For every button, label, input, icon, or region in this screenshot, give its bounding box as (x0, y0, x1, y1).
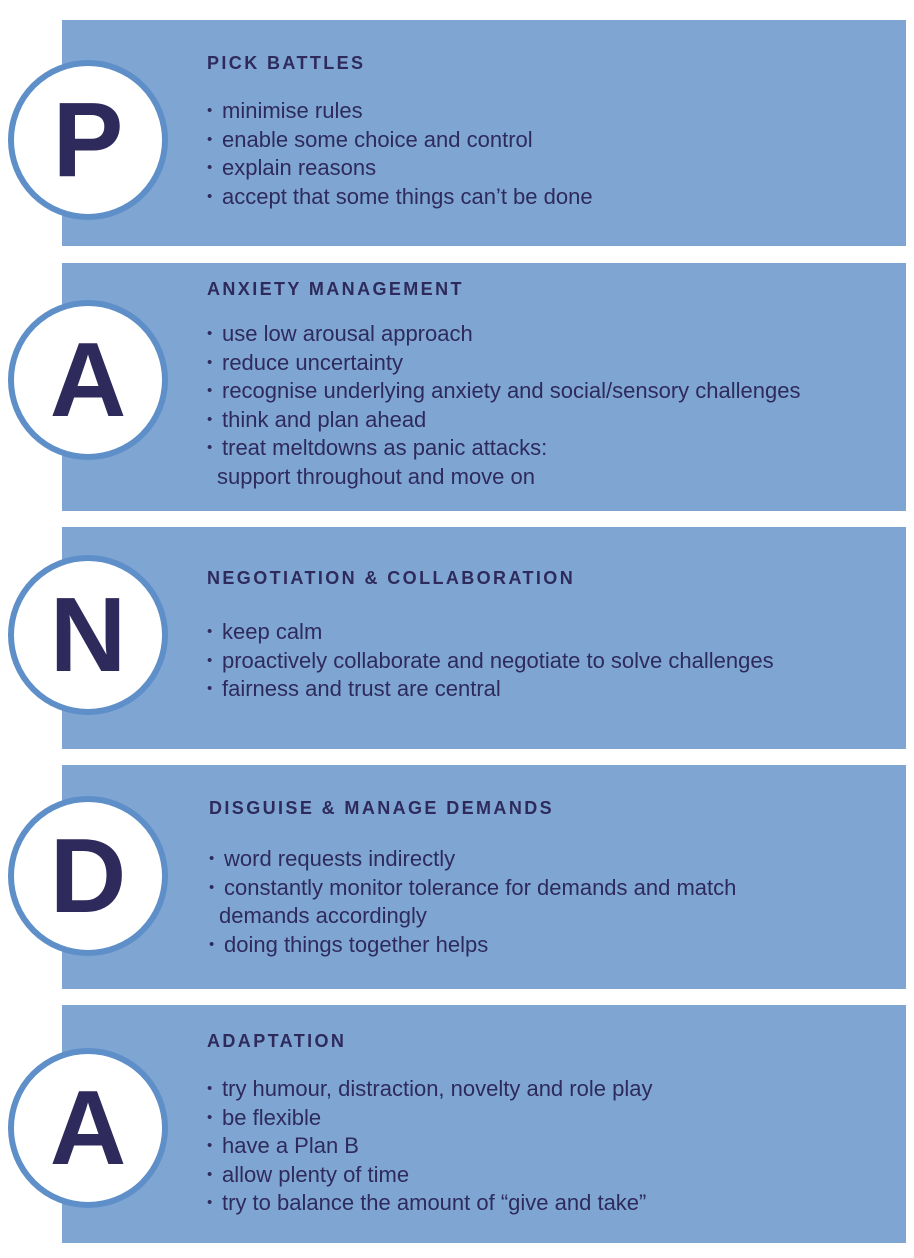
section-title: PICK BATTLES (207, 53, 366, 73)
list-item: fairness and trust are central (207, 675, 774, 704)
bullet-list: use low arousal approach reduce uncertai… (207, 320, 800, 491)
badge-letter: P (52, 81, 124, 199)
section-title: ADAPTATION (207, 1031, 347, 1051)
list-item: accept that some things can’t be done (207, 183, 593, 212)
section-title: NEGOTIATION & COLLABORATION (207, 568, 576, 588)
list-item: be flexible (207, 1104, 652, 1133)
list-item: use low arousal approach (207, 320, 800, 349)
list-item: minimise rules (207, 97, 593, 126)
list-item: word requests indirectly (209, 845, 736, 874)
list-item: recognise underlying anxiety and social/… (207, 377, 800, 406)
list-item: constantly monitor tolerance for demands… (209, 874, 736, 903)
section-title: ANXIETY MANAGEMENT (207, 279, 464, 299)
list-item: allow plenty of time (207, 1161, 652, 1190)
bullet-list: word requests indirectly constantly moni… (209, 845, 736, 959)
list-item: enable some choice and control (207, 126, 593, 155)
letter-badge-n: N (8, 555, 168, 715)
list-item: keep calm (207, 618, 774, 647)
badge-letter: A (49, 1069, 127, 1187)
list-item: treat meltdowns as panic attacks: (207, 434, 800, 463)
list-item: think and plan ahead (207, 406, 800, 435)
list-item: proactively collaborate and negotiate to… (207, 647, 774, 676)
bullet-list: minimise rules enable some choice and co… (207, 97, 593, 211)
letter-badge-a: A (8, 1048, 168, 1208)
list-item-continuation: support throughout and move on (217, 463, 536, 489)
list-item-continuation: demands accordingly (219, 903, 427, 928)
list-item: try humour, distraction, novelty and rol… (207, 1075, 652, 1104)
badge-letter: N (49, 576, 127, 694)
section-title: DISGUISE & MANAGE DEMANDS (209, 798, 555, 818)
letter-badge-a: A (8, 300, 168, 460)
badge-letter: A (49, 321, 127, 439)
letter-badge-d: D (8, 796, 168, 956)
letter-badge-p: P (8, 60, 168, 220)
badge-letter: D (49, 817, 127, 935)
list-item: doing things together helps (209, 931, 736, 960)
list-item: explain reasons (207, 154, 593, 183)
list-item: reduce uncertainty (207, 349, 800, 378)
bullet-list: try humour, distraction, novelty and rol… (207, 1075, 652, 1218)
list-item: try to balance the amount of “give and t… (207, 1189, 652, 1218)
list-item: have a Plan B (207, 1132, 652, 1161)
bullet-list: keep calm proactively collaborate and ne… (207, 618, 774, 704)
